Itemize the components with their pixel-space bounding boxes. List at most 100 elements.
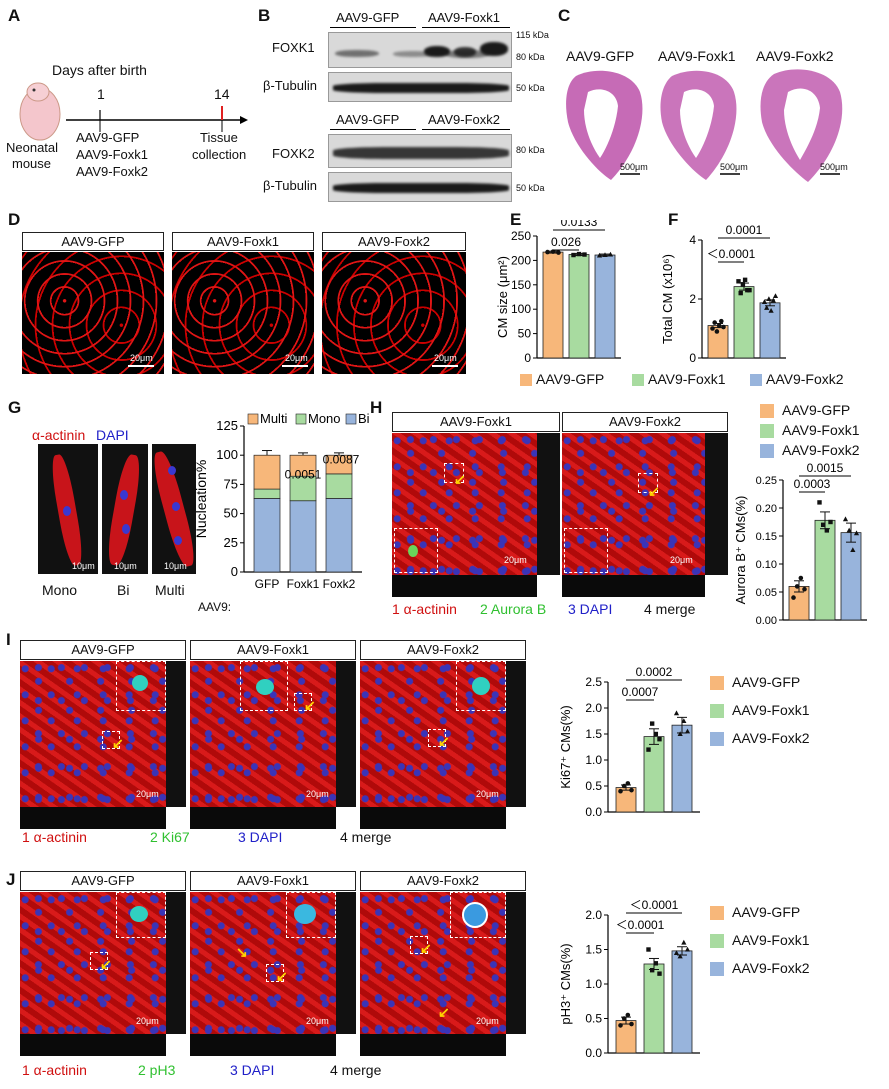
data-point (607, 251, 614, 257)
data-point (684, 728, 691, 734)
data-point (545, 249, 550, 255)
h-scale-foxk1: 20μm (504, 555, 527, 565)
group-line (330, 27, 416, 28)
cell-scale-mono: 10μm (72, 561, 95, 571)
ef-legend: AAV9-GFP AAV9-Foxk1 AAV9-Foxk2 (520, 370, 880, 390)
arrow-icon: ↘ (236, 944, 248, 960)
stack-mono-foxk1 (289, 475, 317, 502)
y-tick-label: 200 (511, 253, 531, 267)
bar-aav9-foxk2 (594, 254, 616, 359)
y-tick-label: 2 (689, 292, 696, 306)
arrow-icon: ↙ (454, 471, 466, 487)
arrow-icon: ↙ (112, 735, 124, 751)
i-channel-4: 4 merge (340, 829, 392, 845)
bar-aav9-foxk2 (671, 724, 693, 813)
h-scale-foxk2: 20μm (670, 555, 693, 565)
h-channel-1: 1 α-actinin (392, 601, 457, 617)
bar-aav9-foxk1 (814, 519, 836, 621)
wga-scale-foxk2: 20μm (434, 353, 457, 363)
j-label-foxk1: AAV9-Foxk1 (190, 871, 356, 891)
i-side-foxk1 (336, 661, 356, 807)
bar-aav9-foxk2 (671, 950, 693, 1054)
y-tick-label: 125 (216, 418, 238, 433)
y-axis-label: CM size (μm²) (495, 256, 510, 338)
j-scale-gfp: 20μm (136, 1016, 159, 1026)
y-tick-label: 250 (511, 229, 531, 243)
data-point (677, 953, 683, 959)
data-point (798, 575, 804, 581)
j-side-foxk1 (336, 892, 356, 1034)
j-legend-foxk1: AAV9-Foxk1 (732, 932, 810, 948)
p-value-label: 0.0002 (636, 665, 673, 679)
data-point (742, 277, 748, 283)
data-point (621, 783, 627, 789)
data-point (677, 731, 683, 736)
blot-foxk2 (328, 134, 512, 168)
p-value-label: 0.026 (551, 235, 581, 249)
y-tick-label: 1.5 (585, 943, 602, 957)
wga-image-gfp (22, 252, 164, 374)
mouse-label-1: Neonatal (6, 140, 59, 155)
y-tick-label: 0.05 (756, 587, 777, 599)
j-label-foxk2: AAV9-Foxk2 (360, 871, 526, 891)
stack-bi-foxk2 (325, 498, 353, 573)
legend-swatch-foxk1 (710, 704, 724, 718)
heart-label-foxk1: AAV9-Foxk1 (658, 48, 736, 64)
y-tick-label: 50 (224, 506, 238, 521)
y-axis-label: Ki67⁺ CMs(%) (558, 705, 573, 788)
i-channel-3: 3 DAPI (238, 829, 283, 845)
data-point (761, 299, 768, 304)
j-legend-gfp: AAV9-GFP (732, 904, 801, 920)
legend-swatch-foxk2 (710, 732, 724, 746)
j-channel-2: 2 pH3 (138, 1062, 176, 1078)
y-tick-label: 2.0 (585, 908, 602, 922)
data-point (842, 516, 849, 522)
marker-80-top: 80 kDa (516, 52, 545, 62)
data-point (721, 324, 726, 330)
chart-i: 0.0 0.5 1.0 1.5 2.0 2.5 Ki67⁺ CMs(%) 0.0007 0.00… (558, 665, 700, 819)
y-axis-label: Nucleation% (196, 460, 209, 539)
western-group-gfp-top: AAV9-GFP (336, 10, 400, 25)
bar-aav9-foxk1 (568, 254, 590, 359)
injection-gfp: AAV9-GFP (76, 130, 140, 145)
i-bottom-gfp (20, 807, 166, 829)
cell-image-mono (38, 444, 98, 574)
i-scale-foxk1: 20μm (306, 789, 329, 799)
i-scale-foxk2: 20μm (476, 789, 499, 799)
chart-f: 0 2 4 Total CM (x10⁶) ＜0.0001 0.0001 (660, 223, 786, 365)
data-point (646, 747, 651, 752)
data-point (618, 1023, 623, 1028)
marker-80-bottom: 80 kDa (516, 145, 545, 155)
stain-blue: DAPI (96, 427, 129, 443)
data-point (625, 781, 631, 786)
i-legend-foxk2: AAV9-Foxk2 (732, 730, 810, 746)
h-label-foxk2: AAV9-Foxk2 (562, 412, 728, 432)
legend-swatch-foxk1 (760, 424, 774, 438)
j-channel-4: 4 merge (330, 1062, 382, 1078)
data-point (772, 293, 779, 299)
p-value-label: 0.0133 (561, 220, 598, 229)
days-label: Days after birth (52, 62, 147, 78)
heart-foxk2 (760, 69, 843, 182)
data-point (853, 530, 860, 536)
h-image-foxk2: ↙ 20μm (562, 433, 705, 575)
y-tick-label: 2.0 (585, 701, 602, 715)
p-value-label: 0.0007 (622, 685, 659, 699)
data-point (684, 946, 691, 952)
data-point (828, 519, 833, 525)
arrow-icon: ↙ (304, 697, 316, 713)
i-label-foxk2: AAV9-Foxk2 (360, 640, 526, 660)
western-group-gfp-bottom: AAV9-GFP (336, 112, 400, 127)
j-label-gfp: AAV9-GFP (20, 871, 186, 891)
i-bottom-foxk2 (360, 807, 506, 829)
panel-label-b: B (258, 6, 271, 25)
row-label-foxk1: FOXK1 (272, 40, 315, 55)
data-point (625, 1012, 631, 1018)
data-point (649, 721, 655, 726)
marker-50-top: 50 kDa (516, 83, 545, 93)
y-tick-label: 0.0 (585, 805, 602, 819)
legend-swatch-gfp (710, 676, 724, 690)
bar-aav9-foxk1 (733, 286, 755, 359)
legend-label-mono: Mono (308, 411, 341, 426)
row-label-tubulin-1: β-Tubulin (263, 78, 317, 93)
